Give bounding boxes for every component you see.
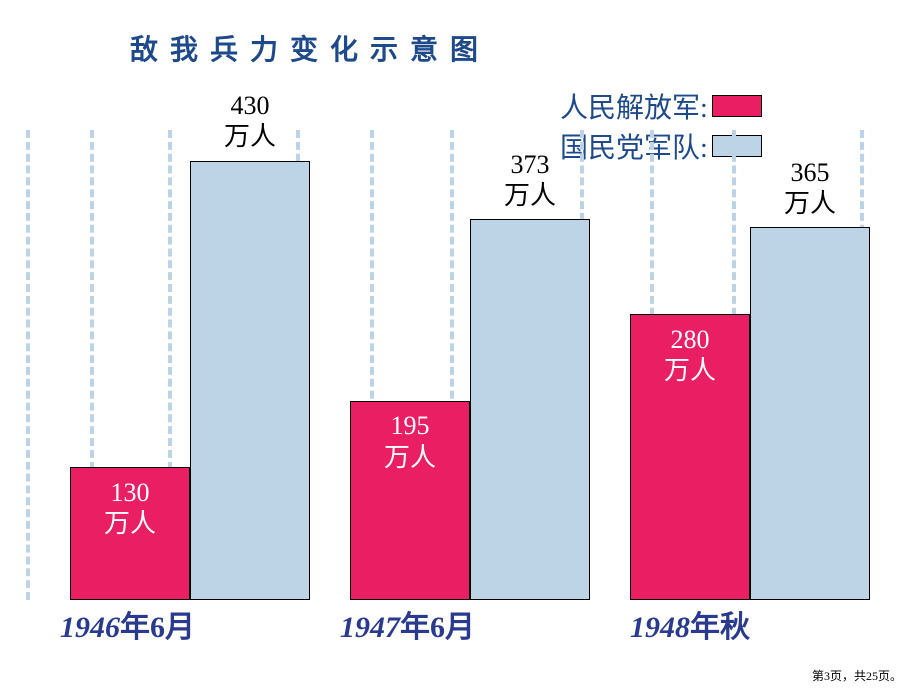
chart-plot-area: 130万人430万人195万人373万人280万人365万人 bbox=[20, 130, 900, 600]
x-axis-label: 1947年6月 bbox=[340, 602, 475, 646]
chart-title: 敌我兵力变化示意图 bbox=[0, 28, 620, 68]
bar-value-label: 365万人 bbox=[750, 157, 870, 219]
bar bbox=[470, 219, 590, 600]
legend-item-pla: 人民解放军: bbox=[560, 86, 762, 126]
x-axis-label: 1946年6月 bbox=[60, 602, 195, 646]
gridline bbox=[26, 130, 30, 600]
bar-value-label: 195万人 bbox=[350, 410, 470, 472]
bar-value-label: 280万人 bbox=[630, 324, 750, 386]
bar-value-label: 430万人 bbox=[190, 90, 310, 152]
legend-label: 人民解放军: bbox=[560, 86, 708, 126]
legend-swatch-pla bbox=[712, 95, 762, 117]
bar bbox=[190, 161, 310, 600]
bar-value-label: 130万人 bbox=[70, 477, 190, 539]
bar-value-label: 373万人 bbox=[470, 149, 590, 211]
x-axis-label: 1948年秋 bbox=[630, 602, 750, 646]
bar bbox=[750, 227, 870, 600]
page-footer: 第3页，共25页。 bbox=[812, 667, 902, 684]
